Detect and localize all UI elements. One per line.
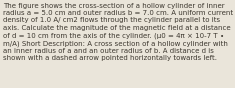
Text: The figure shows the cross-section of a hollow cylinder of inner
radius a = 5.0 : The figure shows the cross-section of a … — [3, 3, 233, 61]
